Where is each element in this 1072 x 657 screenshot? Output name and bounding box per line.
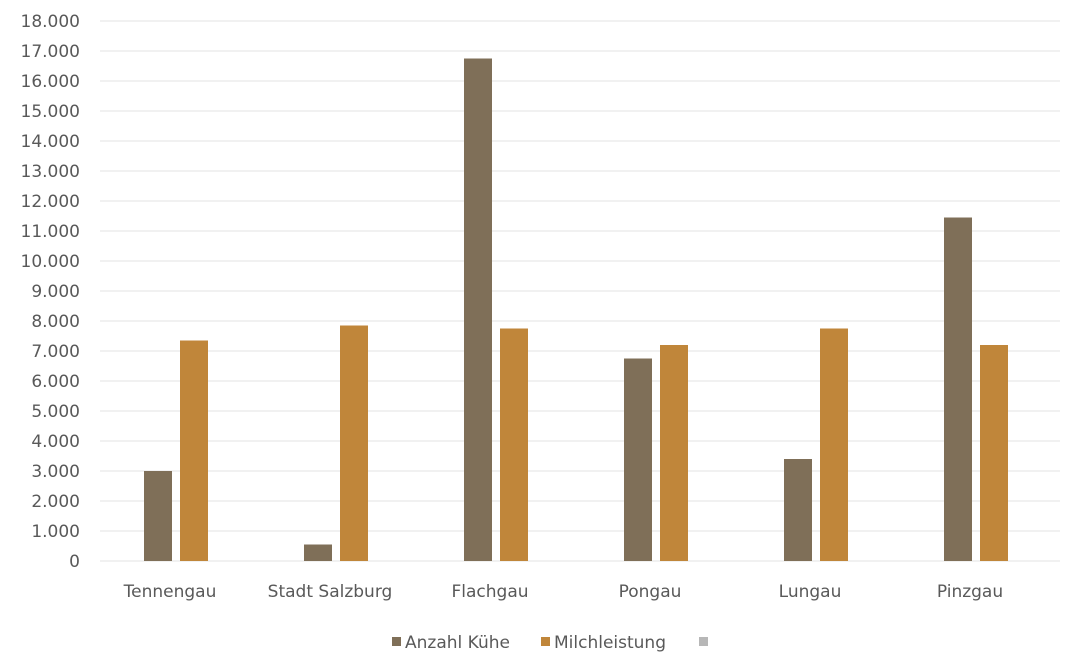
bar-anzahl-kuehe: [464, 58, 492, 561]
x-axis-category-labels: Tennengau Stadt Salzburg Flachgau Pongau Lun…: [123, 582, 1004, 602]
bar-anzahl-kuehe: [624, 358, 652, 561]
bar-milchleistung: [180, 340, 208, 561]
y-tick-label: 12.000: [21, 192, 80, 212]
y-tick-label: 15.000: [21, 102, 80, 122]
bar-milchleistung: [820, 328, 848, 561]
x-category-label: Pinzgau: [937, 582, 1003, 602]
y-tick-label: 16.000: [21, 72, 80, 92]
y-tick-label: 0: [69, 552, 80, 572]
y-tick-label: 5.000: [31, 402, 80, 422]
x-category-label: Tennengau: [123, 582, 217, 602]
legend-label: Milchleistung: [554, 633, 666, 653]
bar-anzahl-kuehe: [144, 471, 172, 561]
y-tick-label: 9.000: [31, 282, 80, 302]
y-tick-label: 7.000: [31, 342, 80, 362]
bar-anzahl-kuehe: [784, 459, 812, 561]
y-tick-label: 10.000: [21, 252, 80, 272]
y-tick-label: 17.000: [21, 42, 80, 62]
legend-swatch: [392, 637, 401, 646]
y-tick-label: 1.000: [31, 522, 80, 542]
y-tick-label: 6.000: [31, 372, 80, 392]
y-tick-label: 8.000: [31, 312, 80, 332]
y-tick-label: 11.000: [21, 222, 80, 242]
gridlines: [100, 20, 1060, 562]
x-category-label: Pongau: [619, 582, 682, 602]
y-tick-label: 2.000: [31, 492, 80, 512]
bar-anzahl-kuehe: [304, 544, 332, 561]
x-category-label: Lungau: [779, 582, 842, 602]
bar-milchleistung: [980, 345, 1008, 561]
legend: Anzahl Kühe Milchleistung: [392, 633, 708, 653]
bar-milchleistung: [340, 325, 368, 561]
legend-swatch: [541, 637, 550, 646]
y-axis-tick-labels: 0 1.000 2.000 3.000 4.000 5.000 6.000 7.000 8.00…: [21, 12, 80, 572]
y-tick-label: 14.000: [21, 132, 80, 152]
bars: [144, 58, 1008, 561]
bar-milchleistung: [500, 328, 528, 561]
bar-milchleistung: [660, 345, 688, 561]
y-tick-label: 4.000: [31, 432, 80, 452]
legend-label: Anzahl Kühe: [405, 633, 510, 653]
y-tick-label: 3.000: [31, 462, 80, 482]
y-tick-label: 13.000: [21, 162, 80, 182]
x-category-label: Stadt Salzburg: [268, 582, 393, 602]
bar-anzahl-kuehe: [944, 217, 972, 561]
y-tick-label: 18.000: [21, 12, 80, 32]
legend-swatch: [699, 637, 708, 646]
x-category-label: Flachgau: [451, 582, 528, 602]
